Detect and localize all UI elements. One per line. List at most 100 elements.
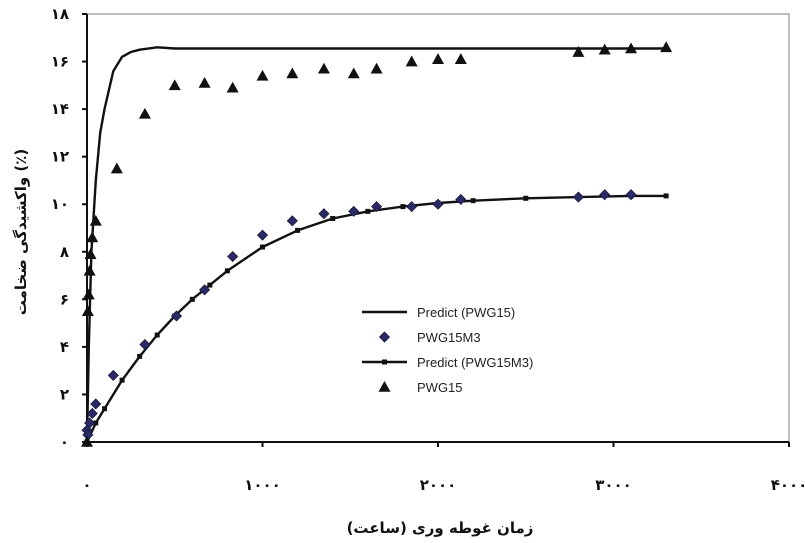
legend-label: PWG15 bbox=[417, 380, 463, 395]
series-point bbox=[189, 296, 195, 302]
data-point bbox=[110, 162, 123, 174]
series-point bbox=[330, 215, 336, 221]
legend-swatch bbox=[378, 331, 391, 343]
x-axis-ticks: ۰ ۱۰۰۰ ۲۰۰۰ ۳۰۰۰ ۴۰۰۰ bbox=[82, 442, 805, 494]
data-point bbox=[348, 205, 360, 217]
plot-frame bbox=[86, 13, 790, 443]
data-point bbox=[370, 62, 383, 74]
data-point bbox=[455, 193, 467, 206]
x-tick-label: ۲۰۰۰ bbox=[420, 476, 457, 494]
y-tick-label: ۲ bbox=[60, 385, 69, 403]
series-point bbox=[102, 406, 108, 412]
series-point bbox=[93, 420, 99, 426]
series-point bbox=[137, 353, 143, 359]
legend-item: Predict (PWG15M3) bbox=[362, 355, 533, 370]
data-point bbox=[139, 338, 151, 351]
data-point bbox=[454, 53, 467, 64]
series-point bbox=[154, 332, 160, 338]
series-line bbox=[85, 194, 667, 443]
data-point bbox=[598, 43, 611, 55]
series-point bbox=[224, 268, 230, 274]
data-point bbox=[89, 214, 102, 226]
data-point bbox=[286, 67, 299, 79]
legend-item: PWG15 bbox=[378, 380, 463, 395]
y-tick-label: ۱۸ bbox=[51, 5, 69, 23]
data-point bbox=[572, 191, 584, 203]
y-tick-label: ۴ bbox=[60, 338, 69, 356]
plot-area-border bbox=[86, 13, 790, 443]
data-point bbox=[83, 264, 96, 276]
data-point bbox=[286, 215, 298, 227]
data-point bbox=[406, 201, 418, 213]
y-tick-label: ۱۶ bbox=[51, 53, 69, 71]
series-point bbox=[663, 193, 669, 199]
legend-label: PWG15M3 bbox=[417, 330, 481, 345]
series-line bbox=[85, 46, 667, 443]
data-point bbox=[90, 398, 102, 410]
data-point bbox=[86, 231, 99, 243]
y-tick-label: ۱۰ bbox=[51, 195, 69, 213]
data-point bbox=[625, 42, 638, 54]
data-point bbox=[198, 76, 211, 88]
legend: Predict (PWG15) PWG15M3 Predict (PWG15M3) P… bbox=[362, 305, 533, 395]
series-point bbox=[470, 198, 476, 204]
data-point bbox=[371, 201, 383, 213]
series-point bbox=[207, 282, 213, 288]
legend-label: Predict (PWG15) bbox=[417, 305, 515, 320]
series-point bbox=[260, 244, 265, 250]
series-3 bbox=[81, 41, 673, 447]
x-axis-title: زمان غوطه وری (ساعت) bbox=[347, 519, 534, 537]
series-0 bbox=[85, 46, 667, 443]
x-tick-label: ۱۰۰۰ bbox=[244, 476, 281, 494]
data-point bbox=[86, 407, 98, 420]
y-tick-label: ۶ bbox=[60, 290, 69, 308]
x-tick-label: ۳۰۰۰ bbox=[595, 476, 632, 494]
legend-item: Predict (PWG15) bbox=[362, 305, 515, 320]
data-point bbox=[81, 305, 94, 317]
legend-label: Predict (PWG15M3) bbox=[417, 355, 533, 370]
legend-swatch-marker bbox=[382, 359, 387, 365]
series-point bbox=[119, 377, 125, 383]
series-1 bbox=[81, 189, 637, 441]
series-point bbox=[295, 227, 301, 233]
data-point bbox=[432, 53, 444, 64]
data-point bbox=[317, 62, 330, 74]
x-tick-label: ۰ bbox=[82, 476, 91, 494]
data-point bbox=[318, 208, 330, 220]
data-point bbox=[405, 55, 418, 67]
data-point bbox=[82, 288, 95, 300]
series-layer bbox=[81, 41, 673, 447]
data-point bbox=[432, 198, 444, 210]
series-point bbox=[400, 204, 406, 210]
data-point bbox=[84, 248, 97, 259]
y-axis-ticks: ۰ ۲ ۴ ۶ ۸ ۱۰ ۱۲ ۱۴ ۱۶ ۱۸ bbox=[51, 5, 87, 451]
data-point bbox=[625, 189, 637, 201]
data-point bbox=[138, 107, 151, 119]
data-point bbox=[170, 310, 183, 322]
data-point bbox=[107, 369, 119, 381]
data-point bbox=[81, 436, 93, 447]
y-tick-label: ۱۴ bbox=[51, 100, 69, 118]
y-tick-label: ۱۲ bbox=[51, 148, 69, 166]
legend-swatch bbox=[378, 381, 391, 392]
data-point bbox=[227, 250, 239, 263]
y-tick-label: ۰ bbox=[60, 433, 69, 451]
y-axis-title: واکشیدگی ضخامت (٪) bbox=[12, 149, 30, 316]
y-tick-label: ۸ bbox=[60, 243, 69, 261]
x-tick-label: ۴۰۰۰ bbox=[771, 476, 805, 494]
series-2 bbox=[84, 193, 669, 445]
series-point bbox=[523, 195, 529, 201]
data-point bbox=[226, 81, 239, 93]
data-point bbox=[199, 284, 211, 296]
data-point bbox=[599, 189, 611, 201]
data-point bbox=[347, 67, 360, 79]
series-point bbox=[365, 208, 371, 214]
data-point bbox=[572, 46, 585, 57]
data-point bbox=[168, 79, 181, 91]
data-point bbox=[256, 69, 269, 81]
data-point bbox=[660, 41, 673, 53]
data-point bbox=[84, 417, 96, 429]
legend-item: PWG15M3 bbox=[378, 330, 481, 345]
data-point bbox=[256, 229, 269, 241]
